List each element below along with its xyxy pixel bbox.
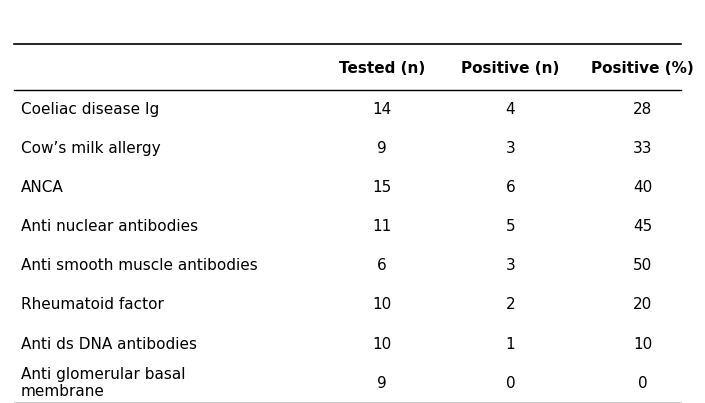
Text: 20: 20 — [633, 297, 652, 312]
Text: 4: 4 — [505, 102, 515, 117]
Text: 14: 14 — [372, 102, 392, 117]
Text: Anti nuclear antibodies: Anti nuclear antibodies — [21, 219, 198, 234]
Text: Rheumatoid factor: Rheumatoid factor — [21, 297, 164, 312]
Text: 10: 10 — [633, 337, 652, 352]
Text: 9: 9 — [377, 376, 387, 391]
Text: 10: 10 — [372, 337, 392, 352]
Text: 6: 6 — [377, 258, 387, 273]
Text: 3: 3 — [505, 258, 515, 273]
Text: 11: 11 — [372, 219, 392, 234]
Text: 50: 50 — [633, 258, 652, 273]
Text: 10: 10 — [372, 297, 392, 312]
Text: Cow’s milk allergy: Cow’s milk allergy — [21, 141, 161, 156]
Text: 2: 2 — [505, 297, 515, 312]
Text: Positive (%): Positive (%) — [591, 60, 694, 75]
Text: 5: 5 — [505, 219, 515, 234]
Text: 6: 6 — [505, 180, 515, 195]
Text: 0: 0 — [505, 376, 515, 391]
Text: Tested (n): Tested (n) — [339, 60, 425, 75]
Text: 33: 33 — [633, 141, 652, 156]
Text: Anti ds DNA antibodies: Anti ds DNA antibodies — [21, 337, 197, 352]
Text: 0: 0 — [638, 376, 647, 391]
Text: Positive (n): Positive (n) — [461, 60, 560, 75]
Text: ANCA: ANCA — [21, 180, 63, 195]
Text: 9: 9 — [377, 141, 387, 156]
Text: 45: 45 — [633, 219, 652, 234]
Text: Anti smooth muscle antibodies: Anti smooth muscle antibodies — [21, 258, 257, 273]
Text: 15: 15 — [372, 180, 392, 195]
Text: 40: 40 — [633, 180, 652, 195]
Text: 28: 28 — [633, 102, 652, 117]
Text: Anti glomerular basal
membrane: Anti glomerular basal membrane — [21, 367, 185, 399]
Text: 1: 1 — [505, 337, 515, 352]
Text: 3: 3 — [505, 141, 515, 156]
Text: Coeliac disease Ig: Coeliac disease Ig — [21, 102, 159, 117]
